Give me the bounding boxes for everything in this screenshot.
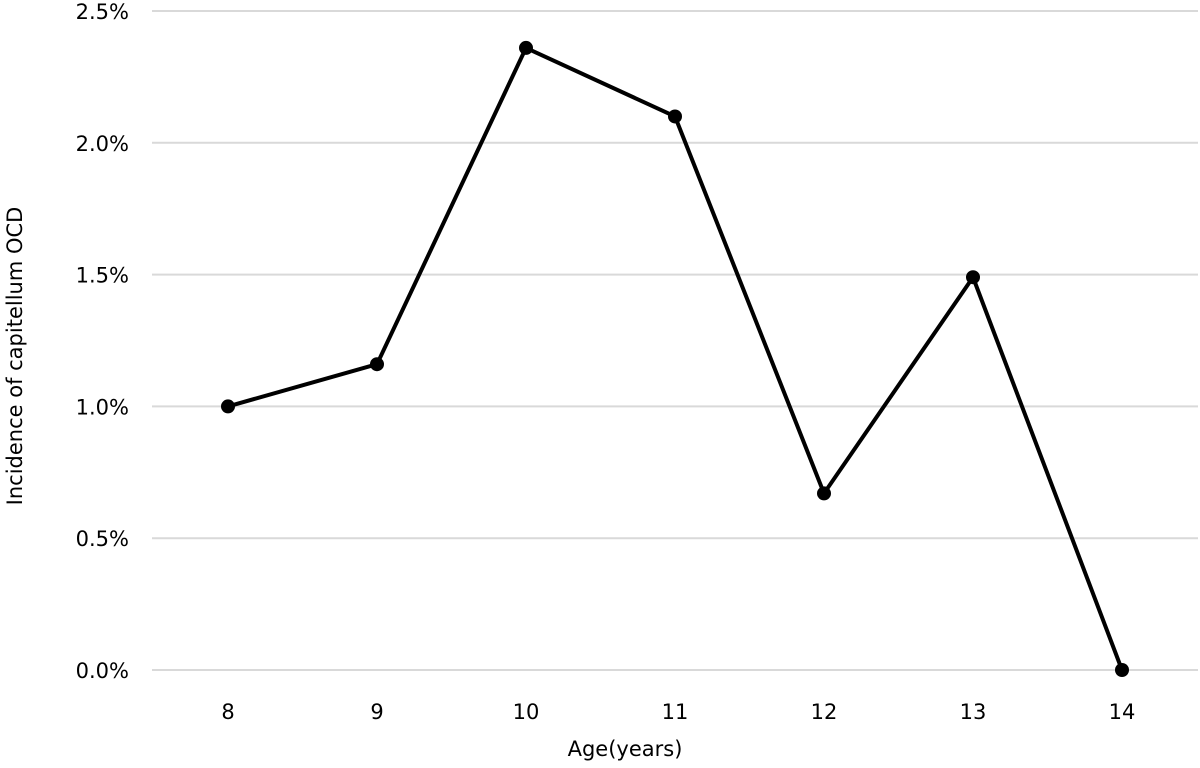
x-tick-label: 11: [662, 700, 689, 724]
data-point: [817, 486, 831, 501]
data-point: [966, 270, 980, 285]
y-tick-labels: 0.0% 0.5% 1.0% 1.5% 2.0% 2.5%: [76, 0, 129, 683]
y-axis-title: Incidence of capitellum OCD: [3, 207, 27, 506]
x-tick-label: 13: [960, 700, 987, 724]
x-tick-label: 10: [513, 700, 540, 724]
series-line: [227, 45, 1124, 671]
gridlines: [152, 10, 1198, 671]
y-tick-label: 0.5%: [76, 527, 129, 551]
data-point: [1115, 663, 1129, 677]
y-tick-label: 0.0%: [76, 659, 129, 683]
y-tick-label: 1.0%: [76, 395, 129, 419]
y-tick-label: 2.0%: [76, 132, 129, 156]
x-tick-label: 14: [1109, 700, 1136, 724]
x-tick-label: 12: [811, 700, 838, 724]
data-point: [221, 399, 235, 414]
x-tick-label: 8: [221, 700, 234, 724]
series-group: [221, 40, 1129, 677]
x-tick-labels: 8 9 10 11 12 13 14: [221, 700, 1135, 724]
y-tick-label: 2.5%: [76, 0, 129, 24]
data-point: [668, 109, 682, 124]
data-point: [519, 40, 533, 55]
data-point: [370, 357, 384, 372]
x-tick-label: 9: [370, 700, 383, 724]
x-axis-title: Age(years): [568, 737, 683, 761]
y-tick-label: 1.5%: [76, 264, 129, 288]
